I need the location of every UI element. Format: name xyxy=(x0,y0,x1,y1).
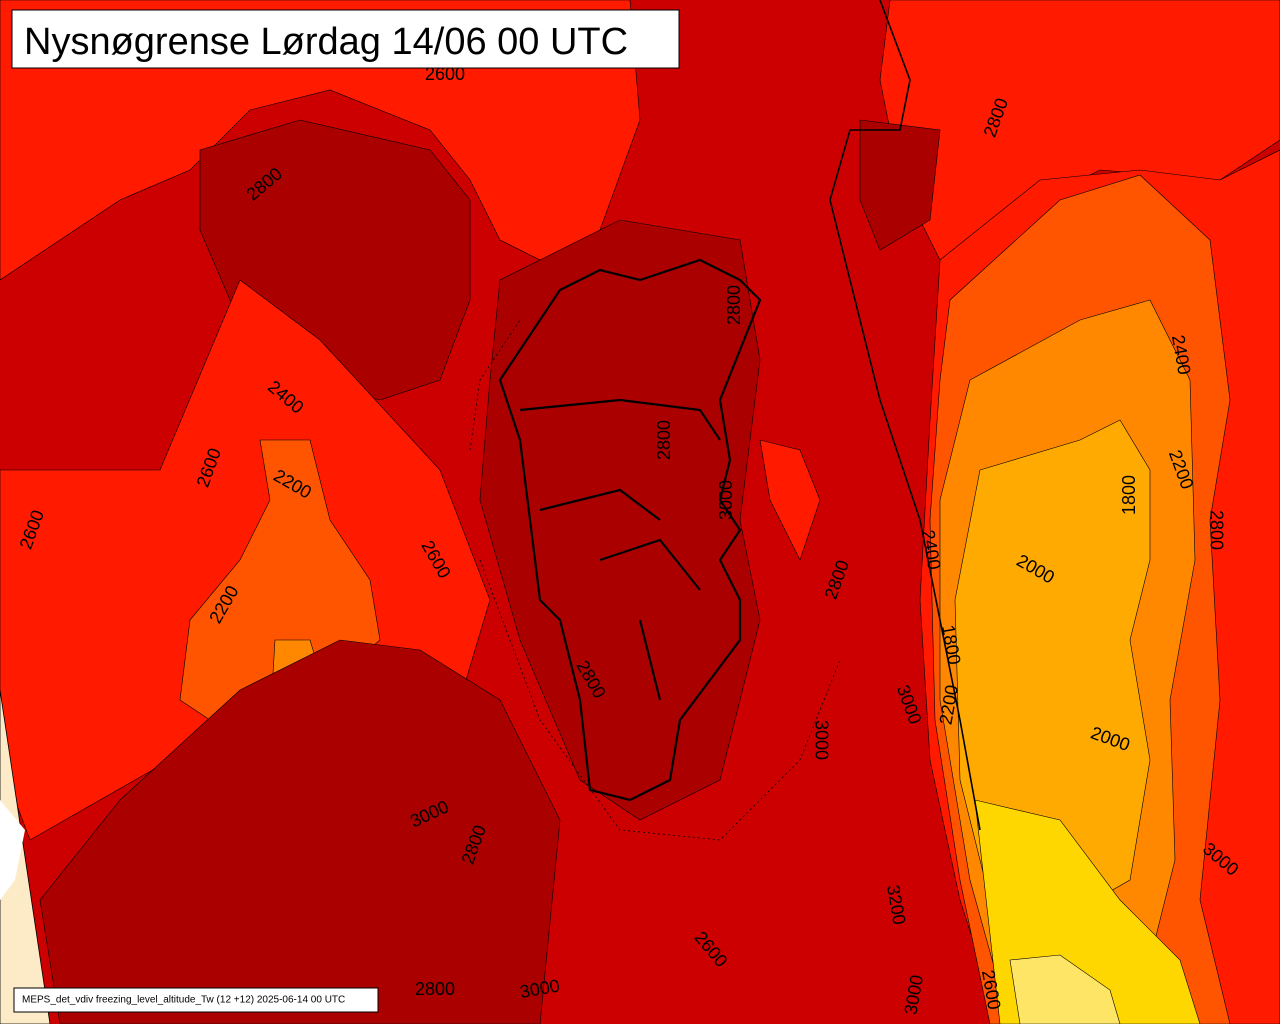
region-borders xyxy=(498,258,762,802)
field-zone xyxy=(759,439,821,561)
outside-domain xyxy=(0,800,25,900)
field-zone xyxy=(954,419,1151,921)
footer: MEPS_det_vdiv freezing_level_altitude_Tw… xyxy=(22,995,345,1006)
field-zone xyxy=(859,119,941,251)
contour-label: 2800 xyxy=(1206,510,1226,550)
domain-outline xyxy=(469,319,841,841)
field-zone xyxy=(0,0,641,281)
contour-label: 2600 xyxy=(425,64,465,84)
title: Nysnøgrense Lørdag 14/06 00 UTC xyxy=(24,21,628,63)
contour-label: 2800 xyxy=(654,420,674,460)
title-box xyxy=(11,9,680,69)
contour-label: 2800 xyxy=(415,979,455,999)
contour-label: 3000 xyxy=(811,720,831,760)
footer-box xyxy=(13,987,379,1013)
field-zone xyxy=(479,219,761,821)
contour-label: 2800 xyxy=(724,285,744,325)
country-border xyxy=(829,0,981,831)
contour-label: 1800 xyxy=(1119,475,1139,515)
field-zone xyxy=(1009,954,1121,1024)
field-zone xyxy=(39,639,561,1024)
outside-domain xyxy=(0,689,51,1024)
contour-label: 3000 xyxy=(716,480,736,520)
